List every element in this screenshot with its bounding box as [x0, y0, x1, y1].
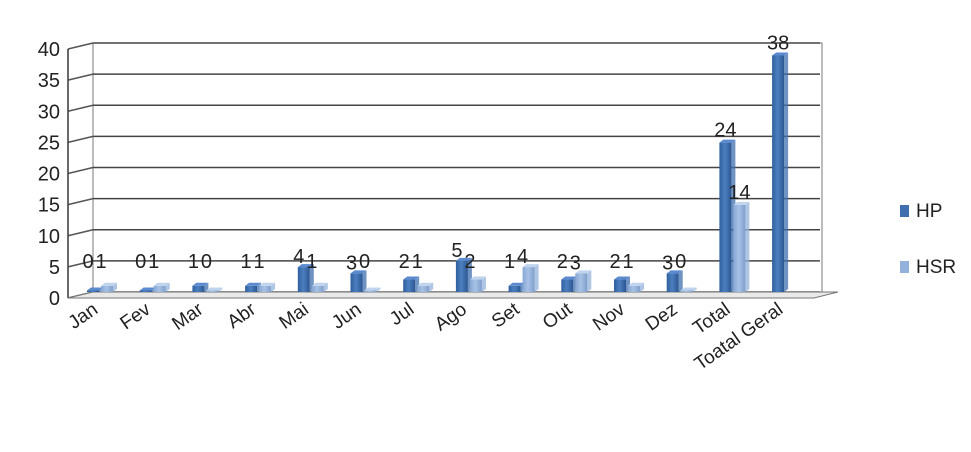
data-label-hsr: 3 [570, 252, 581, 274]
bar-hp [614, 276, 630, 292]
x-axis-category-labels: Jan Fev Mar Abr Mai Jun Jul Ago Set Out Nov Dez Tota… [65, 298, 787, 374]
data-label-hp: 2 [557, 251, 568, 273]
data-label-hsr: 14 [728, 182, 750, 204]
x-category-label: Jun [328, 299, 365, 334]
gridline-side [67, 260, 94, 268]
data-label-hsr: 0 [675, 251, 686, 273]
data-label-hp: 0 [82, 251, 93, 273]
bar-hsr [311, 282, 328, 292]
data-label-hp: 38 [767, 32, 789, 54]
bar-hsr [417, 282, 434, 292]
x-category-label: Dez [642, 299, 682, 336]
data-label-hsr: 1 [148, 251, 159, 273]
data-label-hp: 5 [451, 240, 462, 262]
data-label-hp: 3 [346, 252, 357, 274]
y-tick-label: 0 [49, 288, 60, 310]
bar-hp [245, 282, 262, 292]
gridline-side [67, 197, 94, 206]
bar-hsr [628, 282, 644, 292]
bar-hsr [101, 282, 117, 292]
bars [87, 52, 789, 293]
x-category-label: Fev [117, 299, 155, 335]
x-category-label: Abr [224, 299, 261, 334]
bar-hp [772, 52, 789, 293]
x-category-label: Jul [386, 299, 418, 330]
legend-label-hp: HP [916, 201, 942, 222]
gridline-side [67, 73, 94, 81]
y-tick-label: 5 [49, 257, 60, 279]
data-label-hsr: 1 [254, 251, 265, 273]
gridline-side [67, 42, 94, 50]
data-label-hsr: 4 [517, 246, 528, 268]
bar-hsr [206, 287, 223, 292]
data-label-hp: 4 [293, 246, 304, 268]
data-label-hp: 0 [135, 251, 146, 273]
bar-hp [455, 257, 472, 292]
bar-hp [719, 139, 736, 292]
data-label-hsr: 2 [464, 251, 475, 273]
data-label-hp: 1 [188, 251, 199, 273]
x-category-label: Mar [168, 299, 207, 335]
bar-hsr [522, 264, 539, 292]
data-label-hsr: 1 [622, 251, 633, 273]
data-label-hp: 24 [714, 120, 736, 142]
bar-hp [666, 270, 683, 292]
y-axis-tick-labels: 0 5 10 15 20 25 30 35 40 [38, 39, 60, 310]
y-tick-label: 40 [38, 39, 60, 61]
y-tick-label: 15 [38, 195, 60, 217]
gridline-side [67, 166, 94, 175]
x-category-label: Nov [589, 299, 629, 336]
x-category-label: Out [539, 298, 577, 333]
bar-hsr [259, 282, 276, 292]
data-label-hp: 2 [609, 251, 620, 273]
data-label-hp: 2 [399, 251, 410, 273]
bar-hsr [469, 276, 486, 292]
y-tick-label: 30 [38, 101, 60, 123]
data-label-hsr: 0 [201, 251, 212, 273]
x-category-label: Set [488, 298, 524, 332]
gridline-side [67, 104, 94, 113]
data-label-hsr: 1 [306, 251, 317, 273]
bar-hp [508, 282, 525, 292]
x-category-label: Jan [65, 299, 102, 334]
bar-hp [561, 276, 578, 292]
data-label-hp: 3 [662, 252, 673, 274]
bar-hsr [575, 270, 592, 292]
chart-floor [67, 291, 839, 299]
data-label-hsr: 1 [95, 251, 106, 273]
x-category-label: Mai [276, 299, 313, 334]
legend-swatch-hsr [900, 261, 909, 273]
x-category-label: Ago [431, 299, 471, 336]
data-label-hp: 1 [241, 251, 252, 273]
gridline-side [67, 228, 94, 237]
data-label-hsr: 0 [359, 251, 370, 273]
bar-hsr [733, 201, 750, 292]
y-tick-label: 20 [38, 164, 60, 186]
bar-hp [350, 270, 367, 292]
data-label-hsr: 1 [412, 251, 423, 273]
y-tick-label: 10 [38, 226, 60, 248]
y-tick-label: 25 [38, 132, 60, 154]
bar-hp [192, 282, 209, 292]
bar-hp [403, 276, 420, 292]
y-tick-label: 35 [38, 70, 60, 92]
bar-hsr [364, 287, 381, 292]
chart-walls [67, 42, 839, 299]
legend-swatch-hp [900, 205, 909, 217]
data-label-hp: 1 [504, 251, 515, 273]
bar-hp [297, 264, 314, 292]
legend: HP HSR [900, 201, 956, 278]
bar-hsr [680, 287, 697, 292]
gridline-side [67, 135, 94, 144]
legend-label-hsr: HSR [916, 257, 956, 278]
bar-hsr [153, 282, 170, 292]
